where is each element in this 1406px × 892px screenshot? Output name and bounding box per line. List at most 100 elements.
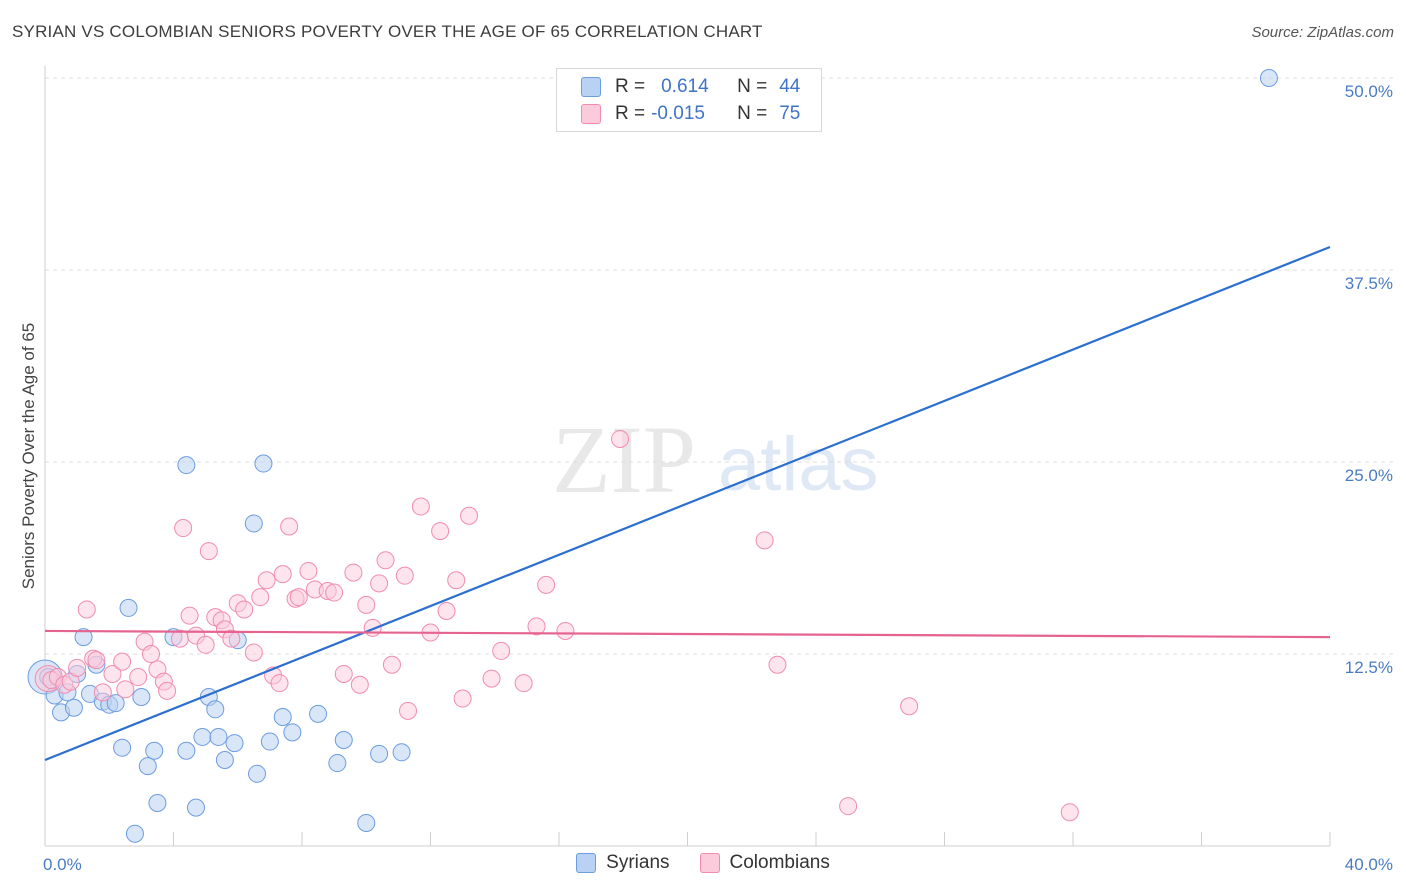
legend-r-label: R = (615, 103, 646, 124)
syrian-point (309, 704, 328, 723)
trend-lines (44, 245, 1331, 762)
colombian-point (611, 429, 630, 448)
syrian-point (193, 727, 212, 746)
colombian-point (244, 643, 263, 662)
grid-lines (45, 77, 1395, 655)
y-tick-label: 12.5% (1345, 658, 1393, 677)
colombian-point (257, 571, 276, 590)
x-tick-label-min: 0.0% (43, 855, 82, 874)
colombian-point (376, 551, 395, 570)
syrian-point (370, 744, 389, 763)
colombian-point (68, 658, 87, 677)
colombians-swatch (699, 853, 720, 873)
syrian-point (209, 727, 228, 746)
colombian-point (357, 595, 376, 614)
colombian-point (350, 675, 369, 694)
legend-row-syrians: R = 0.614 N = 44 (581, 75, 800, 99)
watermark: ZIP atlas (552, 406, 879, 513)
colombian-point (325, 583, 344, 602)
colombian-point (103, 664, 122, 683)
colombian-point (235, 600, 254, 619)
colombian-point (527, 617, 546, 636)
syrian-point (119, 598, 138, 617)
syrian-point (328, 754, 347, 773)
colombian-point (251, 588, 270, 607)
syrians-label: Syrians (606, 852, 670, 873)
colombian-point (482, 669, 501, 688)
colombian-point (289, 588, 308, 607)
syrian-point (357, 813, 376, 832)
watermark-zip: ZIP (552, 406, 696, 513)
syrian-point (273, 707, 292, 726)
chart-title: SYRIAN VS COLOMBIAN SENIORS POVERTY OVER… (12, 22, 763, 41)
colombian-point (299, 562, 318, 581)
syrian-point (148, 793, 167, 812)
tick-labels: 12.5% 25.0% 37.5% 50.0% 0.0% 40.0% (43, 82, 1393, 874)
syrian-point (254, 454, 273, 473)
syrian-point (225, 734, 244, 753)
bottom-legend: Syrians Colombians (0, 852, 1406, 874)
colombian-point (431, 522, 450, 541)
syrian-point (132, 688, 151, 707)
syrian-point (248, 764, 267, 783)
colombian-point (180, 606, 199, 625)
legend-r-value: -0.015 (651, 103, 705, 124)
colombian-point (1060, 803, 1079, 822)
syrian-point (283, 723, 302, 742)
colombian-point (174, 519, 193, 538)
colombian-point (113, 652, 132, 671)
syrian-point (125, 824, 144, 843)
x-tick-label-max: 40.0% (1345, 855, 1393, 874)
colombian-point (755, 531, 774, 550)
syrian-point (106, 694, 125, 713)
axes (44, 66, 1331, 847)
colombian-point (116, 680, 135, 699)
y-tick-label: 37.5% (1345, 274, 1393, 293)
colombian-point (447, 571, 466, 590)
colombian-point (142, 645, 161, 663)
legend-box: R = 0.614 N = 44 R = -0.015 N = 75 (556, 68, 822, 132)
legend-row-colombians: R = -0.015 N = 75 (581, 102, 800, 126)
colombian-point (399, 701, 418, 720)
colombian-point (370, 574, 389, 593)
syrian-trend-line (44, 245, 1331, 762)
syrian-point (177, 741, 196, 760)
syrian-point (186, 798, 205, 817)
syrian-point (215, 750, 234, 769)
colombian-point (460, 506, 479, 525)
y-axis-label: Seniors Poverty Over the Age of 65 (19, 323, 38, 589)
bottom-legend-colombians: Colombians (699, 852, 830, 874)
colombian-point (93, 683, 112, 702)
colombian-point (196, 635, 215, 654)
legend-r-value: 0.614 (661, 76, 709, 97)
colombian-point (270, 674, 289, 693)
syrian-point (334, 731, 353, 750)
colombian-trend-line (44, 629, 1331, 639)
colombian-point (768, 655, 787, 674)
syrian-point (260, 732, 279, 751)
syrian-point (64, 698, 83, 717)
colombian-point (395, 566, 414, 585)
colombian-point (334, 664, 353, 683)
syrians-swatch (581, 77, 601, 97)
source-label: Source: ZipAtlas.com (1251, 24, 1394, 41)
colombians-label: Colombians (729, 852, 830, 873)
syrian-point (138, 757, 157, 776)
syrian-point (145, 741, 164, 760)
colombian-point (222, 629, 241, 648)
colombian-point (437, 601, 456, 620)
colombian-point (158, 681, 177, 700)
colombians-swatch (581, 104, 601, 124)
legend-n-label: N = (737, 103, 768, 124)
colombian-point (556, 621, 575, 640)
colombian-point (77, 600, 96, 619)
colombian-point (492, 641, 511, 660)
legend-n-value: 44 (779, 76, 801, 97)
colombian-point (514, 674, 533, 693)
colombian-point (280, 517, 299, 536)
syrian-point (74, 628, 93, 647)
legend-r-label: R = (615, 76, 646, 97)
colombian-point (129, 668, 148, 687)
legend-n-value: 75 (779, 103, 801, 124)
colombian-point (453, 689, 472, 708)
